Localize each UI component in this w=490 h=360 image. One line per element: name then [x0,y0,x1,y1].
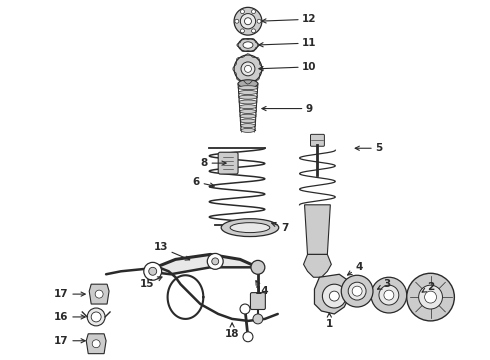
Circle shape [384,290,394,300]
Polygon shape [315,274,349,314]
Text: 5: 5 [355,143,383,153]
Circle shape [91,312,101,322]
Circle shape [352,286,362,296]
Text: 3: 3 [377,279,391,289]
Circle shape [235,19,239,23]
Ellipse shape [241,129,255,132]
Ellipse shape [240,119,256,123]
Text: 11: 11 [259,38,317,48]
Circle shape [240,304,250,314]
Circle shape [251,260,265,274]
Circle shape [257,19,261,23]
Text: 7: 7 [271,222,289,233]
Circle shape [379,285,399,305]
Ellipse shape [243,42,253,48]
Text: 15: 15 [140,277,162,289]
Circle shape [407,273,454,321]
Circle shape [348,282,366,300]
Circle shape [240,14,256,29]
Circle shape [241,10,245,14]
Circle shape [425,291,437,303]
Text: 12: 12 [262,14,317,24]
Circle shape [234,7,262,35]
Ellipse shape [239,105,257,109]
Ellipse shape [239,95,257,99]
Circle shape [92,340,100,348]
Polygon shape [146,255,258,274]
Polygon shape [89,284,109,304]
Ellipse shape [238,86,258,90]
Circle shape [251,29,255,33]
Ellipse shape [221,219,279,237]
Circle shape [234,55,262,83]
Circle shape [144,262,162,280]
Text: 14: 14 [255,281,269,296]
Polygon shape [303,255,331,277]
Text: 9: 9 [262,104,313,113]
Ellipse shape [238,80,258,88]
Text: 18: 18 [225,323,239,339]
Circle shape [322,284,346,308]
FancyBboxPatch shape [218,152,238,174]
Circle shape [245,18,251,25]
Circle shape [245,66,251,72]
FancyBboxPatch shape [311,134,324,146]
Circle shape [251,10,255,14]
Circle shape [418,285,442,309]
Circle shape [329,291,339,301]
Ellipse shape [240,114,256,118]
Text: 10: 10 [259,62,317,72]
Circle shape [243,332,253,342]
Ellipse shape [230,223,270,233]
Ellipse shape [239,100,257,104]
Ellipse shape [238,39,258,51]
Circle shape [212,258,219,265]
Text: 1: 1 [326,313,333,329]
Circle shape [207,253,223,269]
Circle shape [95,290,103,298]
Polygon shape [86,334,106,354]
Text: 4: 4 [347,262,363,275]
Ellipse shape [238,90,258,94]
Polygon shape [305,205,330,255]
Circle shape [149,267,157,275]
Ellipse shape [240,109,256,113]
Circle shape [341,275,373,307]
Circle shape [371,277,407,313]
Ellipse shape [241,124,255,128]
Text: 8: 8 [201,158,226,168]
Circle shape [241,29,245,33]
Circle shape [253,314,263,324]
Circle shape [241,62,255,76]
Text: 2: 2 [422,282,434,292]
Text: 13: 13 [153,243,190,260]
FancyBboxPatch shape [250,293,266,310]
Circle shape [87,308,105,326]
Text: 17: 17 [54,336,85,346]
Text: 17: 17 [54,289,85,299]
Text: 6: 6 [193,177,214,187]
Text: 16: 16 [54,312,85,322]
